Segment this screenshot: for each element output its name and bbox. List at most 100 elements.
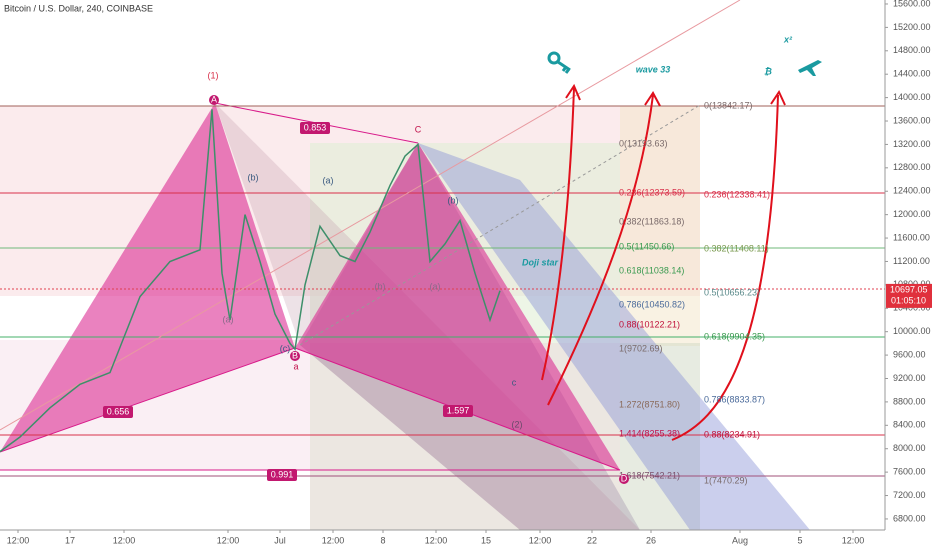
zones [0, 106, 700, 530]
x-tick-label: 5 [797, 535, 802, 545]
y-tick-label: 7200.00 [893, 490, 926, 500]
wave-label: C [415, 124, 422, 134]
wave-dot [290, 351, 300, 361]
wave-label: D [621, 473, 628, 483]
pattern-tag [443, 405, 473, 417]
wave-label: (c) [280, 343, 291, 353]
y-tick-label: 12800.00 [893, 162, 931, 172]
fib-label: 0.382(11408.11) [704, 243, 769, 253]
trend-line [0, 0, 741, 431]
y-tick-label: 8000.00 [893, 443, 926, 453]
y-tick-label: 14000.00 [893, 92, 931, 102]
icon [547, 51, 561, 65]
wave-dot [209, 95, 219, 105]
y-tick-label: 10000.00 [893, 326, 931, 336]
pattern-tag [300, 122, 330, 134]
y-tick-label: 14400.00 [893, 69, 931, 79]
x-tick-label: 12:00 [529, 535, 552, 545]
pattern-tag [267, 469, 297, 481]
wave-label: (b) [448, 195, 459, 205]
zone [620, 106, 700, 346]
pattern-label: 0.853 [304, 122, 327, 132]
pattern-tag [103, 406, 133, 418]
price-label: 10697.05 [890, 284, 928, 294]
y-tick-label: 9200.00 [893, 373, 926, 383]
x-tick-label: 12:00 [842, 535, 865, 545]
x-tick-label: 12:00 [425, 535, 448, 545]
pattern-triangle [0, 103, 295, 452]
y-tick-label: 14800.00 [893, 45, 931, 55]
hand-arrows [541, 83, 786, 441]
y-tick-label: 8800.00 [893, 396, 926, 406]
pattern-label: 1.597 [447, 405, 470, 415]
x-tick-label: 12:00 [217, 535, 240, 545]
countdown: 01:05:10 [891, 295, 926, 305]
fib-label: 0.618(11038.14) [619, 265, 684, 275]
fib-label: 1.272(8751.80) [619, 399, 680, 409]
fib-label: 0.88(10122.21) [619, 319, 680, 329]
fib-label: 1.618(7542.21) [619, 470, 680, 480]
price-axis [885, 0, 932, 550]
x-tick-label: 22 [587, 535, 597, 545]
fib-label: 1(7470.29) [704, 475, 748, 485]
y-tick-label: 7600.00 [893, 467, 926, 477]
fib-label: 1.414(8255.38) [619, 428, 680, 438]
key-icon [547, 51, 571, 74]
y-tick-label: 6800.00 [893, 513, 926, 523]
arrow [541, 83, 581, 381]
fib-label: 1(9702.69) [619, 343, 663, 353]
fib-label: 0.618(9904.35) [704, 331, 765, 341]
pattern-label: 0.991 [271, 469, 294, 479]
wave-label: A [211, 94, 217, 104]
x-tick-label: 26 [646, 535, 656, 545]
plane-icon [798, 60, 822, 76]
fib-label: 0.786(8833.87) [704, 394, 765, 404]
wave-label: (a) [430, 281, 441, 291]
pattern-triangle [295, 143, 620, 470]
y-tick-label: 8400.00 [893, 420, 926, 430]
y-tick-label: 15200.00 [893, 22, 931, 32]
y-tick-label: 11200.00 [893, 256, 930, 266]
levels [0, 0, 885, 477]
chart-title: Bitcoin / U.S. Dollar, 240, COINBASE [4, 3, 153, 13]
icon [557, 60, 571, 74]
wave-label: (a) [323, 175, 334, 185]
x-tick-label: Aug [732, 535, 748, 545]
wave-label: (2) [512, 419, 523, 429]
fib-label: 0.5(11450.66) [619, 241, 674, 251]
x-tick-label: 15 [481, 535, 491, 545]
fib-label: 0.786(10450.82) [619, 299, 685, 309]
y-tick-label: 11600.00 [893, 232, 930, 242]
wave-dot [619, 474, 629, 484]
x-tick-label: 17 [65, 535, 75, 545]
x-tick-label: 8 [380, 535, 385, 545]
pattern-label: 0.656 [107, 406, 130, 416]
y-tick-label: 13600.00 [893, 115, 931, 125]
wave-label: (1) [208, 70, 219, 80]
annotation: Doji star [522, 257, 559, 267]
y-tick-label: 12400.00 [893, 186, 931, 196]
y-tick-label: 15600.00 [893, 0, 931, 8]
fib-label: 0(13193.63) [619, 138, 668, 148]
y-tick-label: 13200.00 [893, 139, 931, 149]
x-tick-label: 12:00 [7, 535, 30, 545]
fib-label: 0.236(12338.41) [704, 189, 770, 199]
fib-label: 0(13842.17) [704, 100, 753, 110]
fib-label: 0.5(10656.23) [704, 287, 760, 297]
wave-label: (a) [223, 314, 234, 324]
x-tick-label: Jul [274, 535, 286, 545]
wave-label: a [293, 361, 298, 371]
annotation: ₿ [764, 66, 772, 76]
annotation: wave 33 [636, 64, 671, 74]
x-tick-label: 12:00 [113, 535, 136, 545]
wave-label: (b) [248, 172, 259, 182]
x-tick-label: 12:00 [322, 535, 345, 545]
fib-label: 0.382(11863.18) [619, 216, 684, 226]
fib-label: 0.236(12373.59) [619, 187, 685, 197]
y-tick-label: 9600.00 [893, 349, 926, 359]
arrow [547, 91, 661, 406]
price-box [886, 283, 932, 308]
zone [620, 343, 700, 530]
wave-label: (b) [375, 281, 386, 291]
